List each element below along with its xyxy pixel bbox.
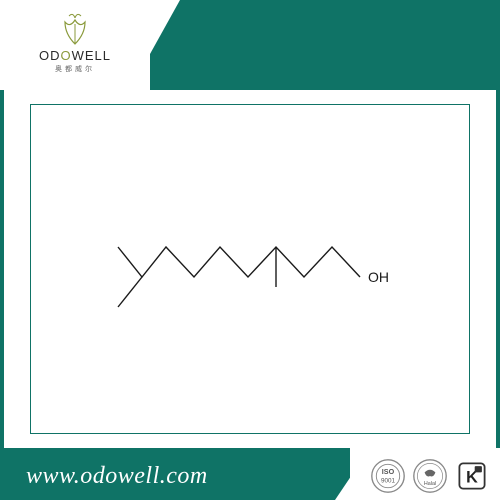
svg-text:Halal: Halal [424, 481, 436, 487]
svg-text:OH: OH [368, 269, 389, 285]
certification-badges: ISO 9001 Halal K [370, 458, 490, 494]
logo-post: WELL [72, 48, 111, 63]
halal-badge: Halal [412, 458, 448, 494]
logo-accent: O [60, 48, 71, 63]
iso-badge: ISO 9001 [370, 458, 406, 494]
brand-logo: ODOWELL 奥都威尔 [20, 10, 130, 74]
content-frame: OH [30, 104, 470, 434]
logo-leaf-icon [55, 10, 95, 46]
svg-text:ISO: ISO [382, 467, 395, 476]
kosher-badge: K [454, 458, 490, 494]
svg-text:9001: 9001 [381, 477, 396, 484]
website-url: www.odowell.com [26, 463, 208, 490]
logo-wordmark: ODOWELL [20, 48, 130, 63]
logo-pre: OD [39, 48, 61, 63]
logo-subtitle: 奥都威尔 [20, 64, 130, 74]
chemical-structure: OH [100, 209, 400, 329]
